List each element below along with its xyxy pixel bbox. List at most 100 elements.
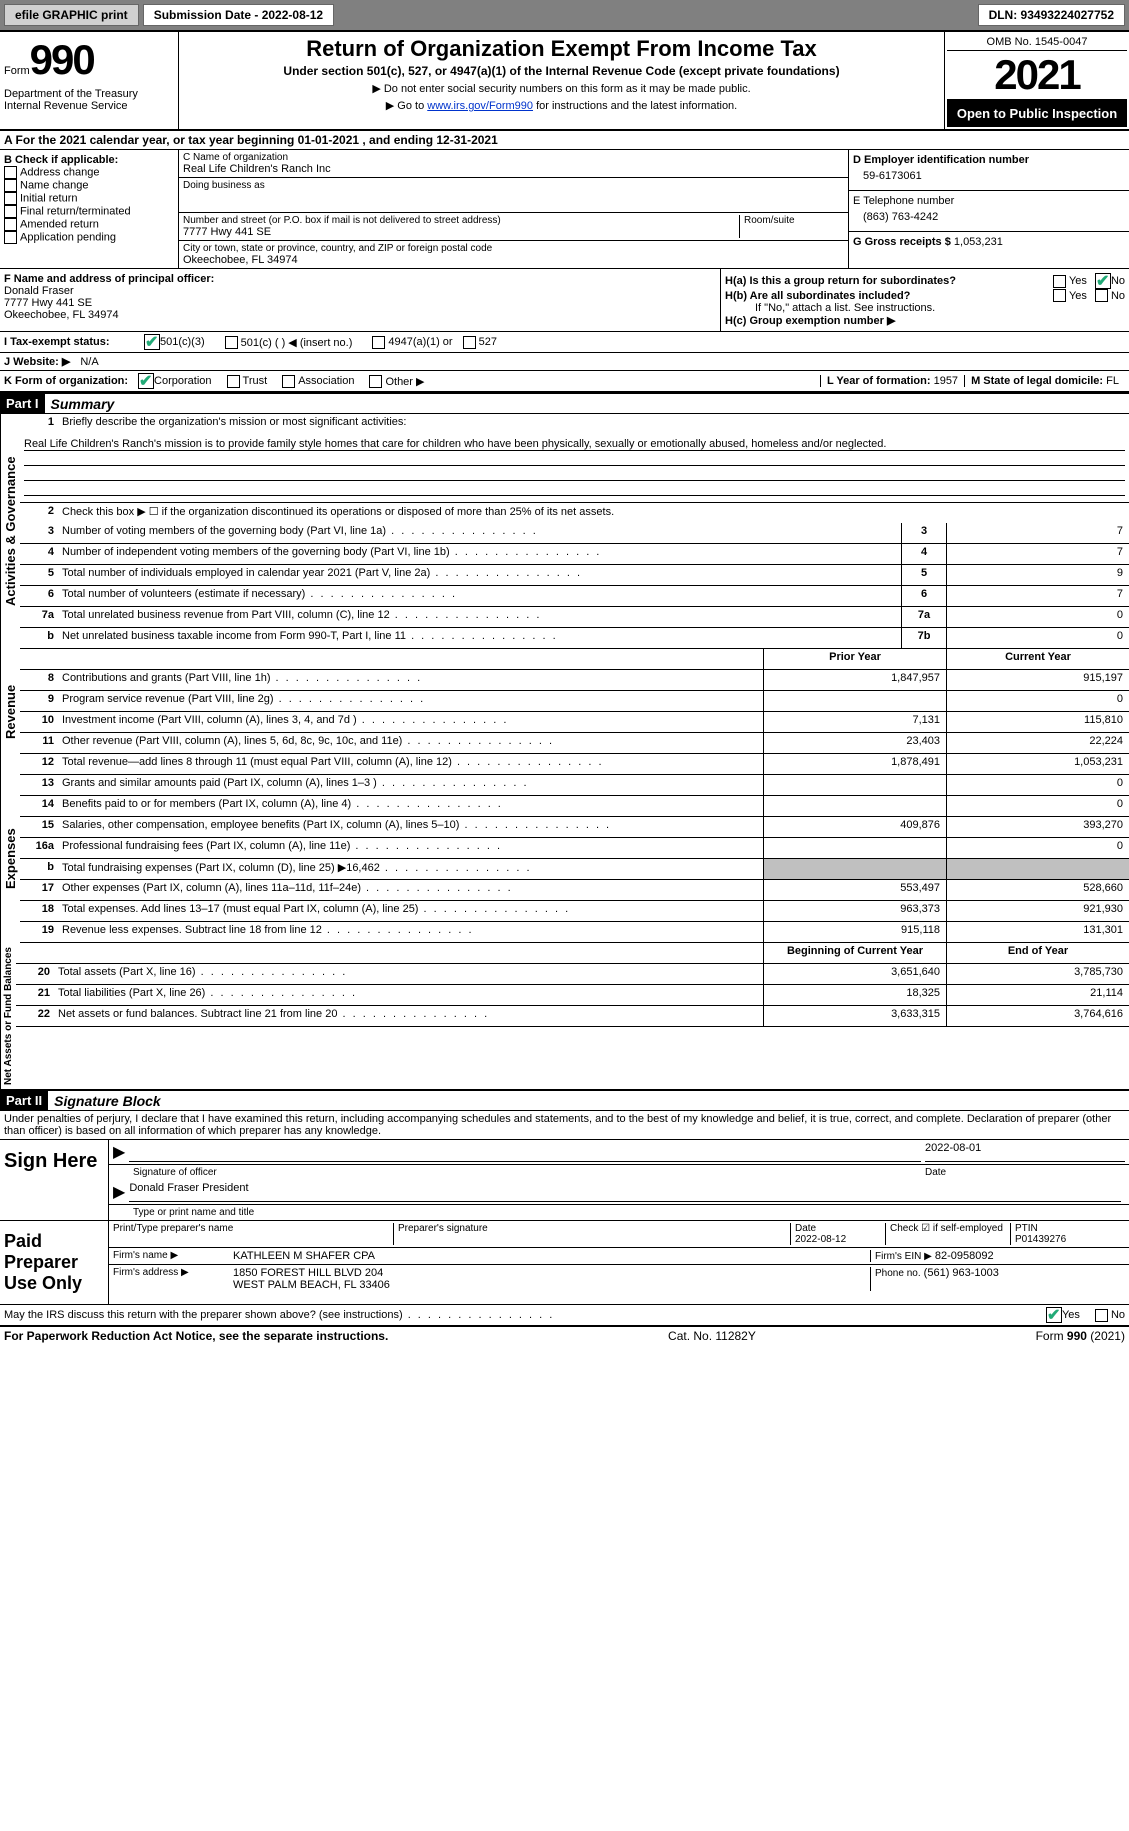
tel-label: E Telephone number [853, 195, 1125, 207]
klm-row: K Form of organization: Corporation Trus… [0, 371, 1129, 392]
hb-yes[interactable] [1053, 289, 1066, 302]
f-name: Donald Fraser [4, 285, 716, 297]
chk-assoc[interactable] [282, 375, 295, 388]
top-bar: efile GRAPHIC print Submission Date - 20… [0, 0, 1129, 32]
hb: H(b) Are all subordinates included? [725, 290, 1053, 302]
subtitle: Under section 501(c), 527, or 4947(a)(1)… [183, 64, 940, 78]
table-row: 18Total expenses. Add lines 13–17 (must … [20, 901, 1129, 922]
discuss-yes[interactable] [1046, 1307, 1062, 1323]
chk-name[interactable]: Name change [4, 179, 174, 192]
table-row: bTotal fundraising expenses (Part IX, co… [20, 859, 1129, 880]
table-row: 9Program service revenue (Part VIII, lin… [20, 691, 1129, 712]
tel: (863) 763-4242 [853, 207, 1125, 227]
dept: Department of the Treasury [4, 88, 174, 100]
chk-other[interactable] [369, 375, 382, 388]
ha-yes[interactable] [1053, 275, 1066, 288]
tab-net: Net Assets or Fund Balances [0, 943, 16, 1089]
gross-label: G Gross receipts $ [853, 236, 951, 248]
arrow-icon: ▶ [113, 1142, 125, 1162]
table-row: 5Total number of individuals employed in… [20, 565, 1129, 586]
table-row: 13Grants and similar amounts paid (Part … [20, 775, 1129, 796]
chk-trust[interactable] [227, 375, 240, 388]
chk-501c3[interactable] [144, 334, 160, 350]
chk-501c[interactable] [225, 336, 238, 349]
c-name-label: C Name of organization [183, 152, 844, 163]
chk-527[interactable] [463, 336, 476, 349]
org-name: Real Life Children's Ranch Inc [183, 163, 844, 175]
declaration: Under penalties of perjury, I declare th… [0, 1111, 1129, 1140]
irs-link[interactable]: www.irs.gov/Form990 [427, 100, 533, 112]
note1: ▶ Do not enter social security numbers o… [183, 82, 940, 95]
net-assets-section: Net Assets or Fund Balances Beginning of… [0, 943, 1129, 1089]
discuss-no[interactable] [1095, 1309, 1108, 1322]
activities-governance: Activities & Governance 1Briefly describ… [0, 414, 1129, 649]
table-row: 17Other expenses (Part IX, column (A), l… [20, 880, 1129, 901]
sign-here-row: Sign Here ▶ 2022-08-01 Signature of offi… [0, 1140, 1129, 1221]
table-row: 21Total liabilities (Part X, line 26)18,… [16, 985, 1129, 1006]
tab-expenses: Expenses [0, 775, 20, 943]
dln: DLN: 93493224027752 [978, 4, 1125, 26]
tab-revenue: Revenue [0, 649, 20, 775]
sig-date: 2022-08-01 [925, 1142, 1125, 1162]
ein-label: D Employer identification number [853, 154, 1125, 166]
section-bcd: B Check if applicable: Address change Na… [0, 150, 1129, 269]
main-title: Return of Organization Exempt From Incom… [183, 36, 940, 62]
gross: 1,053,231 [954, 236, 1003, 248]
dba-label: Doing business as [183, 180, 844, 191]
addr-label: Number and street (or P.O. box if mail i… [183, 215, 739, 226]
part1-header: Part I Summary [0, 392, 1129, 414]
ha-no[interactable] [1095, 273, 1111, 289]
chk-initial[interactable]: Initial return [4, 192, 174, 205]
chk-final[interactable]: Final return/terminated [4, 205, 174, 218]
table-row: 7aTotal unrelated business revenue from … [20, 607, 1129, 628]
header: Form990 Department of the Treasury Inter… [0, 32, 1129, 131]
omb: OMB No. 1545-0047 [947, 34, 1127, 51]
chk-amended[interactable]: Amended return [4, 218, 174, 231]
row-a: A For the 2021 calendar year, or tax yea… [0, 131, 1129, 150]
form-label: Form [4, 65, 30, 77]
mission: Real Life Children's Ranch's mission is … [20, 434, 1129, 503]
chk-pending[interactable]: Application pending [4, 231, 174, 244]
tax-status-row: I Tax-exempt status: 501(c)(3) 501(c) ( … [0, 332, 1129, 353]
table-row: 14Benefits paid to or for members (Part … [20, 796, 1129, 817]
expenses-section: Expenses 13Grants and similar amounts pa… [0, 775, 1129, 943]
table-row: 3Number of voting members of the governi… [20, 523, 1129, 544]
website: N/A [80, 356, 98, 368]
irs: Internal Revenue Service [4, 100, 174, 112]
f-addr1: 7777 Hwy 441 SE [4, 297, 716, 309]
chk-corp[interactable] [138, 373, 154, 389]
table-row: 20Total assets (Part X, line 16)3,651,64… [16, 964, 1129, 985]
submission-date: Submission Date - 2022-08-12 [143, 4, 334, 26]
table-row: 11Other revenue (Part VIII, column (A), … [20, 733, 1129, 754]
b-label: B Check if applicable: [4, 154, 174, 166]
table-row: 19Revenue less expenses. Subtract line 1… [20, 922, 1129, 943]
hb-note: If "No," attach a list. See instructions… [725, 302, 1125, 314]
table-row: 10Investment income (Part VIII, column (… [20, 712, 1129, 733]
revenue-section: Revenue Prior YearCurrent Year 8Contribu… [0, 649, 1129, 775]
city-label: City or town, state or province, country… [183, 243, 844, 254]
tax-year: 2021 [947, 51, 1127, 100]
ein: 59-6173061 [853, 166, 1125, 186]
efile-btn[interactable]: efile GRAPHIC print [4, 4, 139, 26]
table-row: 4Number of independent voting members of… [20, 544, 1129, 565]
room-label: Room/suite [744, 215, 844, 226]
table-row: 22Net assets or fund balances. Subtract … [16, 1006, 1129, 1027]
chk-address[interactable]: Address change [4, 166, 174, 179]
table-row: 15Salaries, other compensation, employee… [20, 817, 1129, 838]
table-row: bNet unrelated business taxable income f… [20, 628, 1129, 649]
part2-header: Part II Signature Block [0, 1089, 1129, 1111]
website-row: J Website: ▶ N/A [0, 353, 1129, 371]
note2: ▶ Go to www.irs.gov/Form990 for instruct… [183, 99, 940, 112]
section-fh: F Name and address of principal officer:… [0, 269, 1129, 332]
table-row: 16aProfessional fundraising fees (Part I… [20, 838, 1129, 859]
table-row: 8Contributions and grants (Part VIII, li… [20, 670, 1129, 691]
chk-4947[interactable] [372, 336, 385, 349]
paid-preparer-row: Paid Preparer Use Only Print/Type prepar… [0, 1221, 1129, 1305]
addr: 7777 Hwy 441 SE [183, 226, 739, 238]
footer: For Paperwork Reduction Act Notice, see … [0, 1326, 1129, 1345]
ha: H(a) Is this a group return for subordin… [725, 275, 1053, 287]
open-inspection: Open to Public Inspection [947, 100, 1127, 127]
tab-ag: Activities & Governance [0, 414, 20, 649]
arrow-icon: ▶ [113, 1182, 125, 1202]
officer-name: Donald Fraser President [129, 1182, 1121, 1202]
